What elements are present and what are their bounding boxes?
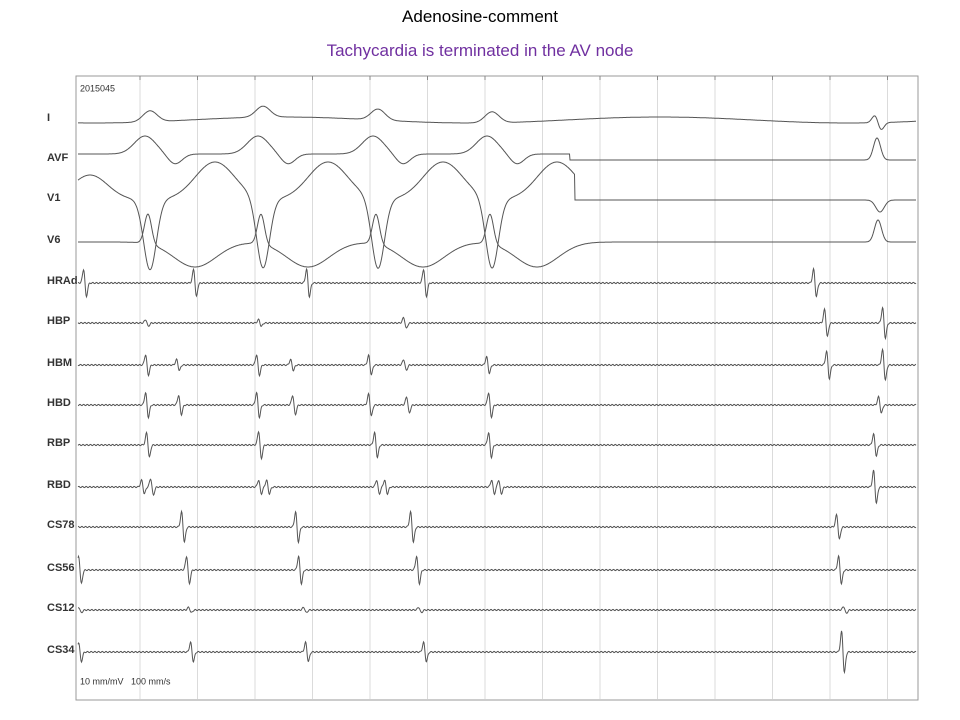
recording-id: 2015045 [80, 83, 115, 93]
scale-label: 10 mm/mV 100 mm/s [80, 676, 171, 686]
channel-label: I [47, 112, 50, 124]
channel-label: RBD [47, 479, 71, 491]
subtitle: Tachycardia is terminated in the AV node [327, 41, 634, 60]
trace [78, 105, 916, 130]
channel-label: HBP [47, 315, 70, 327]
channel-label: CS78 [47, 519, 75, 531]
trace [77, 554, 917, 587]
channel-label: HRAd [47, 275, 78, 287]
channel-label: HBM [47, 357, 72, 369]
trace [77, 630, 917, 675]
trace [77, 347, 917, 382]
channel-label: CS56 [47, 562, 75, 574]
channel-label: CS12 [47, 602, 75, 614]
trace [77, 469, 917, 505]
recording-frame [75, 75, 919, 701]
trace [78, 606, 917, 614]
grid [139, 76, 888, 699]
channel-label: RBP [47, 437, 70, 449]
trace [78, 135, 916, 165]
trace [77, 430, 917, 461]
trace [77, 391, 917, 420]
trace [77, 509, 917, 545]
channel-label: AVF [47, 152, 68, 164]
channel-label: V6 [47, 234, 60, 246]
trace [78, 213, 916, 268]
channel-label: CS34 [47, 644, 75, 656]
traces [77, 105, 917, 675]
trace [77, 266, 917, 299]
channel-labels: I AVF V1 V6 HRAd HBP HBM HBD RBP RBD CS78 CS56 CS12 C… [47, 112, 78, 656]
title: Adenosine-comment [402, 7, 558, 26]
trace [77, 161, 916, 271]
channel-label: HBD [47, 397, 71, 409]
channel-label: V1 [47, 192, 60, 204]
trace [77, 306, 917, 341]
